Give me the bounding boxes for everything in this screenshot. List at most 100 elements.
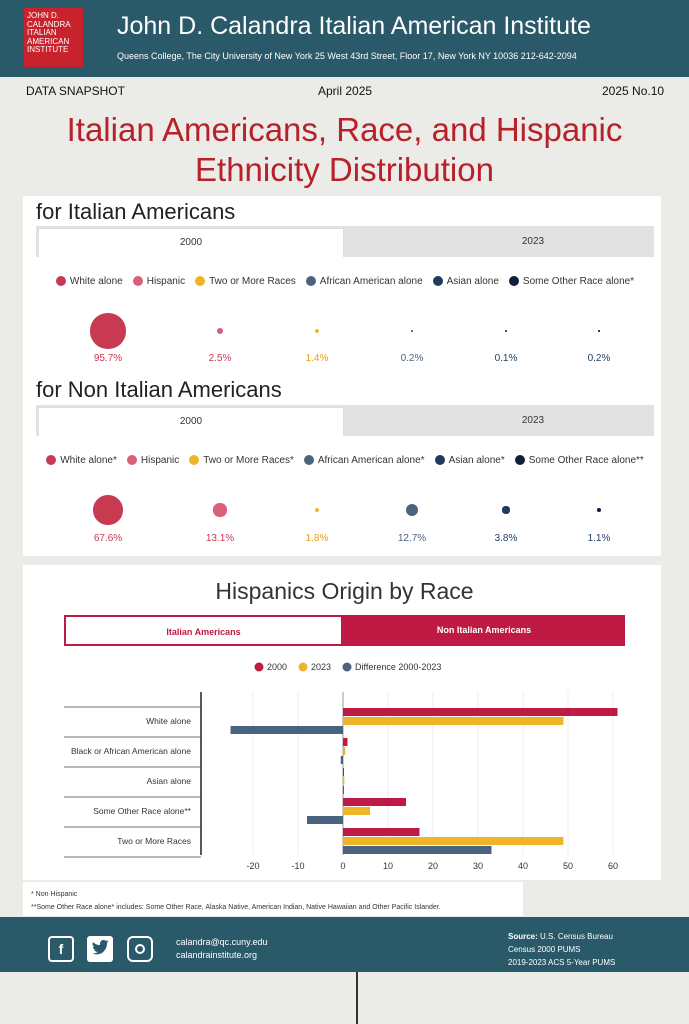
source-label: Source: (508, 932, 538, 941)
bubble-label: 0.1% (494, 353, 518, 364)
tab-italian-americans[interactable]: Italian Americans (64, 615, 343, 646)
page-title: Italian Americans, Race, and Hispanic Et… (66, 111, 623, 188)
bar-2000 (343, 828, 420, 836)
legend-dot (195, 276, 206, 286)
bubble-label: 12.7% (397, 533, 427, 544)
tab-non-italian-americans[interactable]: Non Italian Americans (343, 615, 625, 646)
legend-dot (126, 455, 137, 465)
legend-dot (46, 455, 57, 465)
publication-date: April 2025 (318, 84, 373, 98)
tab-2000[interactable]: 2000 (38, 407, 344, 436)
bar-2023 (343, 837, 564, 845)
legend-dot (432, 276, 443, 286)
tick-label: 40 (518, 861, 528, 871)
legend-label: 2000 (267, 662, 287, 672)
bar-2023 (343, 747, 346, 755)
legend-item[interactable]: African American alone* (303, 455, 425, 466)
logo-line: INSTITUTE (27, 45, 69, 54)
bubble[interactable] (213, 503, 227, 517)
legend-item[interactable]: Hispanic (126, 455, 179, 466)
legend-label: Some Other Race alone* (522, 275, 635, 287)
legend-dot (298, 662, 308, 672)
email-link[interactable]: calandra@qc.cuny.edu (176, 937, 268, 947)
bubble[interactable] (314, 328, 320, 334)
institute-logo[interactable]: JOHN D. CALANDRA ITALIAN AMERICAN INSTIT… (24, 8, 83, 67)
bar-2000 (343, 798, 406, 806)
contact-info: calandra@qc.cuny.edu calandrainstitute.o… (176, 936, 268, 962)
tick-label: 50 (563, 861, 573, 871)
bubble[interactable] (411, 330, 413, 332)
legend-item[interactable]: White alone (55, 276, 123, 287)
bar-difference-2000-2023 (343, 786, 344, 794)
category-label: Asian alone (147, 776, 192, 786)
bubble[interactable] (598, 330, 600, 332)
tick-label: 30 (473, 861, 483, 871)
legend-item[interactable]: Some Other Race alone** (514, 455, 644, 466)
category-label: Some Other Race alone** (93, 806, 191, 816)
legend-dot (132, 276, 143, 286)
bubble[interactable] (597, 508, 601, 512)
instagram-icon[interactable] (127, 936, 153, 962)
bubble-label: 1.1% (587, 533, 611, 544)
bubble-label: 95.7% (93, 353, 123, 364)
source-info: Source: U.S. Census Bureau Census 2000 P… (508, 930, 615, 969)
bubble-label: 1.4% (305, 353, 329, 364)
website-link[interactable]: calandrainstitute.org (176, 950, 258, 960)
tab-2000[interactable]: 2000 (38, 228, 344, 257)
institute-address: Queens College, The City University of N… (117, 51, 577, 61)
bar-2000 (343, 738, 348, 746)
twitter-icon[interactable] (87, 936, 113, 962)
legend-dot (303, 455, 314, 465)
snapshot-label: DATA SNAPSHOT (26, 84, 125, 98)
legend-italian: White alone Hispanic Two or More Races Afri… (36, 273, 654, 289)
logo-line: AMERICAN (27, 36, 70, 46)
legend-dot (508, 276, 519, 286)
legend-dot (55, 276, 66, 286)
legend-item[interactable]: Asian alone* (434, 455, 505, 466)
legend-item[interactable]: Some Other Race alone* (508, 275, 635, 287)
legend-item[interactable]: Two or More Races* (189, 455, 294, 466)
bubble-label: 0.2% (587, 353, 611, 364)
source-line3: 2019-2023 ACS 5-Year PUMS (508, 958, 616, 967)
bar-chart: 2000 2023 Difference 2000-2023 -20 -10 0 10 20 3… (64, 662, 618, 871)
tabs-italian: 2000 2023 (36, 226, 654, 257)
legend-item[interactable]: Two or More Races (195, 276, 296, 287)
bubble[interactable] (505, 330, 507, 332)
category-label: Black or African American alone (71, 746, 191, 756)
facebook-icon[interactable]: f (48, 936, 74, 962)
section-heading-non-italian: for Non Italian Americans (36, 377, 282, 402)
legend-item[interactable]: Asian alone (432, 275, 499, 287)
category-label: Two or More Races (117, 836, 191, 846)
logo-line: ITALIAN (27, 28, 57, 37)
chart-title: Hispanics Origin by Race (215, 578, 474, 604)
footer: f calandra@qc.cuny.edu calandrainstitute… (0, 917, 689, 972)
tab-2023[interactable]: 2023 (521, 236, 545, 247)
tab-2023[interactable]: 2023 (521, 415, 545, 426)
legend-label: African American alone (319, 275, 423, 287)
footnotes: * Non Hispanic **Some Other Race alone* … (23, 882, 523, 916)
category-label: White alone (146, 716, 191, 726)
legend-label: Difference 2000-2023 (355, 662, 441, 672)
legend-item[interactable]: African American alone (305, 275, 423, 287)
bar-2023 (343, 717, 564, 725)
legend-non-italian: White alone* Hispanic Two or More Races* Af… (36, 452, 654, 468)
bubble[interactable] (90, 313, 126, 349)
legend-item[interactable]: Hispanic (132, 276, 185, 287)
tick-label: 10 (383, 861, 393, 871)
bar-2023 (343, 777, 345, 785)
bubble[interactable] (93, 495, 123, 525)
institute-title: John D. Calandra Italian American Instit… (117, 12, 591, 40)
legend-dot (514, 455, 525, 465)
divider-line (356, 972, 358, 1024)
bubble-label: 2.5% (208, 353, 232, 364)
bubble[interactable] (314, 507, 320, 513)
legend-item[interactable]: White alone* (46, 455, 117, 466)
bubble[interactable] (502, 506, 510, 514)
bubble[interactable] (405, 503, 419, 517)
legend-label: Asian alone (446, 275, 499, 287)
bubble[interactable] (217, 328, 223, 334)
bubble-label: 3.8% (494, 533, 518, 544)
legend-label: Two or More Races* (203, 454, 294, 466)
bar-difference-2000-2023 (307, 816, 343, 824)
legend-dot (434, 455, 445, 465)
